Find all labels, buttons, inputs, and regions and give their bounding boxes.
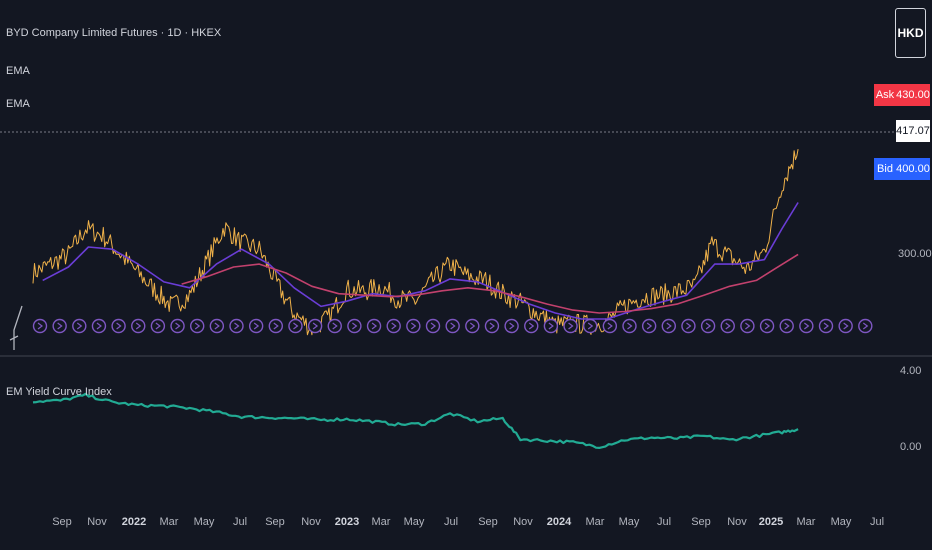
time-axis-label: Mar [372,516,391,528]
event-markers [9,305,873,350]
currency-button[interactable]: HKD [895,8,926,58]
event-marker-icon[interactable] [307,318,323,334]
event-marker-icon[interactable] [465,318,480,334]
bid-label: Bid [874,158,896,180]
yield-pane [32,392,799,449]
time-axis-label: Nov [87,516,107,528]
time-axis-label: Sep [478,516,498,528]
event-marker-icon[interactable] [327,318,342,334]
ask-tag: Ask 430.00 [874,84,930,106]
time-axis-label: Nov [513,516,533,528]
price-pane [32,149,799,336]
sub-axis-label-top: 4.00 [900,365,922,377]
event-marker-icon[interactable] [189,318,205,334]
sub-pane-title[interactable]: EM Yield Curve Index [6,386,112,398]
event-marker-icon[interactable] [563,318,578,334]
ema-legend-2[interactable]: EMA [6,98,30,110]
price-line [32,149,799,336]
time-axis-label: Mar [797,516,816,528]
time-axis-label: Jul [657,516,671,528]
time-axis-label: Jul [233,516,247,528]
event-marker-icon[interactable] [504,318,519,334]
price-axis-label: 300.00 [898,248,932,260]
event-marker-icon[interactable] [661,318,676,334]
event-marker-icon[interactable] [759,318,775,334]
sub-axis-label-zero: 0.00 [900,441,922,453]
ask-value: 430.00 [896,84,930,106]
event-marker-icon[interactable] [386,318,401,334]
event-marker-icon[interactable] [484,318,500,334]
bid-tag: Bid 400.00 [874,158,930,180]
event-marker-icon[interactable] [818,318,834,334]
time-axis-label: Nov [727,516,747,528]
time-axis-label: 2022 [122,516,146,528]
time-axis-label: Sep [265,516,285,528]
event-marker-icon[interactable] [602,318,618,334]
event-marker-icon[interactable] [720,318,735,334]
event-marker-icon[interactable] [583,318,598,334]
ema-slow-line [181,253,799,314]
time-axis-label: May [404,516,425,528]
time-axis-label: May [831,516,852,528]
event-marker-icon[interactable] [641,318,657,334]
event-marker-icon[interactable] [406,318,421,334]
event-marker-icon[interactable] [170,318,185,334]
event-marker-icon[interactable] [622,318,637,334]
time-axis-label: Sep [691,516,711,528]
event-marker-icon[interactable] [425,318,441,334]
bid-value: 400.00 [896,158,930,180]
time-axis-label: Nov [301,516,321,528]
time-axis-label: 2025 [759,516,783,528]
event-marker-icon[interactable] [543,318,559,334]
yield-curve-line [32,392,799,449]
time-axis-label: 2023 [335,516,359,528]
event-marker-icon[interactable] [131,318,146,334]
event-marker-icon[interactable] [366,318,382,334]
ask-label: Ask [874,84,896,106]
time-axis-label: Jul [444,516,458,528]
last-price-tag: 417.07 [896,120,930,142]
event-marker-icon[interactable] [681,318,696,334]
ema-fast-line [42,202,799,320]
event-marker-icon[interactable] [524,318,539,334]
event-marker-icon[interactable] [229,318,244,334]
event-marker-icon[interactable] [445,318,460,334]
event-marker-icon[interactable] [838,318,853,334]
time-axis: Sep Nov 2022 Mar May Jul Sep Nov 2023 Mar May Jul Se… [52,516,884,528]
time-axis-label: Mar [160,516,179,528]
time-axis-label: 2024 [547,516,572,528]
event-marker-icon[interactable] [288,318,303,334]
time-axis-label: Jul [870,516,884,528]
event-marker-icon[interactable] [111,318,126,334]
event-marker-icon[interactable] [858,318,873,334]
time-axis-label: Mar [586,516,605,528]
event-marker-icon[interactable] [209,318,225,334]
event-marker-icon[interactable] [52,318,67,334]
ema-legend-1[interactable]: EMA [6,65,30,77]
symbol-title[interactable]: BYD Company Limited Futures · 1D · HKEX [6,27,222,39]
event-marker-icon[interactable] [779,318,794,334]
event-marker-icon[interactable] [700,318,716,334]
figure-icon[interactable] [9,305,23,350]
event-marker-icon[interactable] [347,318,362,334]
event-marker-icon[interactable] [91,318,107,334]
event-marker-icon[interactable] [799,318,814,334]
event-marker-icon[interactable] [150,318,166,334]
event-marker-icon[interactable] [268,318,283,334]
time-axis-label: Sep [52,516,72,528]
event-marker-icon[interactable] [740,318,755,334]
time-axis-label: May [619,516,640,528]
event-marker-icon[interactable] [248,318,264,334]
event-marker-icon[interactable] [72,318,87,334]
time-axis-label: May [194,516,215,528]
event-marker-icon[interactable] [32,318,48,334]
